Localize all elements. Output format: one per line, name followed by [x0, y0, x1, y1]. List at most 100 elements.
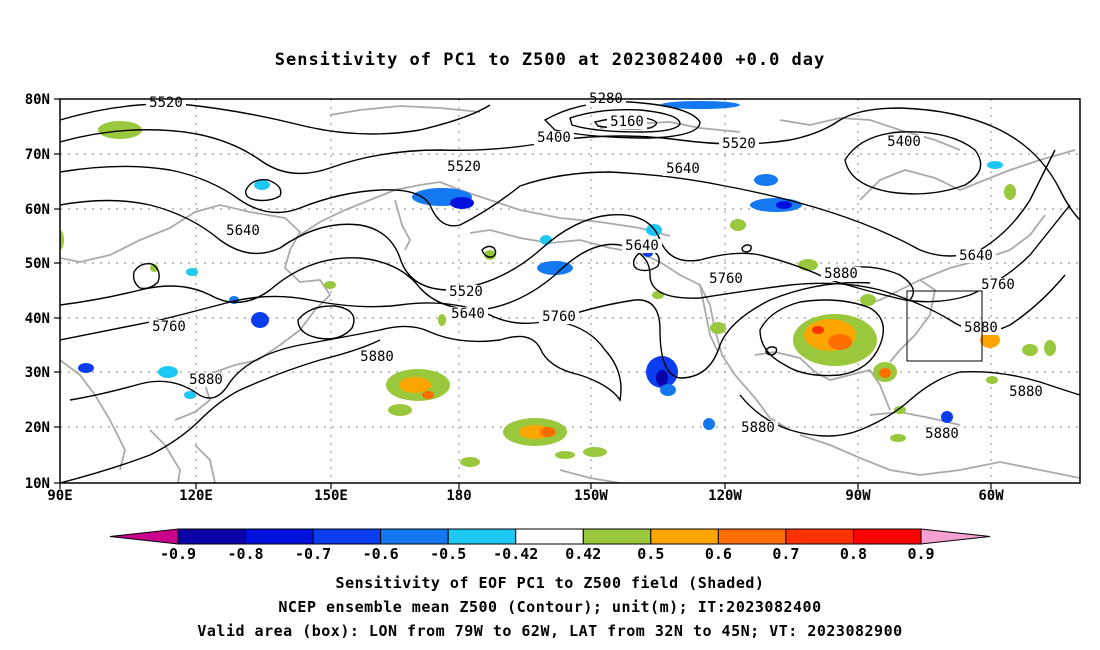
- colorbar-tick-label: 0.9: [907, 545, 934, 563]
- sensitivity-patch: [422, 391, 434, 399]
- contour-label: 5880: [189, 372, 223, 388]
- sensitivity-patch: [987, 161, 1003, 169]
- sensitivity-patch: [78, 363, 94, 373]
- contour-label: 5880: [964, 320, 998, 336]
- contour-label: 5880: [360, 349, 394, 365]
- colorbar-tick-label: -0.6: [363, 545, 399, 563]
- contour-label: 5760: [542, 309, 576, 325]
- contour-label: 5760: [981, 277, 1015, 293]
- colorbar-swatch: [515, 528, 584, 545]
- colorbar-swatch: [717, 528, 787, 545]
- colorbar: -0.9 -0.8 -0.7 -0.6 -0.5 -0.42 0.42 0.5 0.6 0.7 0.…: [109, 528, 991, 563]
- sensitivity-patch: [399, 377, 431, 393]
- contour-label: 5520: [722, 136, 756, 152]
- lat-label: 80N: [25, 92, 50, 108]
- sensitivity-patch: [986, 376, 998, 384]
- colorbar-low-triangle: [109, 528, 179, 545]
- sensitivity-patch: [812, 326, 824, 334]
- sensitivity-patch: [484, 250, 496, 260]
- sensitivity-patch: [98, 121, 142, 139]
- contour-label: 5640: [226, 223, 260, 239]
- sensitivity-patch: [1044, 340, 1056, 356]
- sensitivity-patch: [555, 451, 575, 459]
- colorbar-swatch: [245, 528, 314, 545]
- contour-label: 5160: [610, 114, 644, 130]
- sensitivity-patch: [186, 268, 198, 276]
- sensitivity-patch: [894, 406, 906, 414]
- colorbar-tick-label: -0.8: [227, 545, 263, 563]
- lat-label: 10N: [25, 476, 50, 492]
- sensitivity-patch: [60, 230, 64, 250]
- sensitivity-patch: [540, 235, 552, 245]
- colorbar-tick-label: -0.9: [160, 545, 196, 563]
- sensitivity-patch: [941, 411, 953, 423]
- contour-label: 5640: [451, 306, 485, 322]
- colorbar-tick-label: 0.6: [705, 545, 732, 563]
- lat-label: 20N: [25, 420, 50, 436]
- contour-label: 5400: [887, 134, 921, 150]
- lat-label: 50N: [25, 256, 50, 272]
- sensitivity-patch: [703, 418, 715, 430]
- sensitivity-patch: [254, 180, 270, 190]
- caption-line-2: NCEP ensemble mean Z500 (Contour); unit(…: [278, 598, 822, 616]
- sensitivity-patch: [158, 366, 178, 378]
- sensitivity-patch: [798, 259, 818, 271]
- contour-label: 5760: [709, 271, 743, 287]
- colorbar-tick-label: 0.8: [840, 545, 867, 563]
- lon-label: 60W: [978, 488, 1004, 504]
- lat-label: 30N: [25, 365, 50, 381]
- sensitivity-patch: [1022, 344, 1038, 356]
- sensitivity-patch: [860, 294, 876, 306]
- sensitivity-patch: [150, 264, 158, 272]
- sensitivity-patch: [583, 447, 607, 457]
- sensitivity-patch: [656, 370, 668, 386]
- colorbar-tick-label: 0.7: [772, 545, 799, 563]
- contour-label: 5640: [666, 161, 700, 177]
- colorbar-tick-label: -0.42: [493, 545, 538, 563]
- sensitivity-patch: [460, 457, 480, 467]
- map-title: Sensitivity of PC1 to Z500 at 2023082400…: [274, 50, 826, 70]
- colorbar-swatch: [447, 528, 517, 545]
- sensitivity-patch: [754, 174, 778, 186]
- lon-label: 150E: [314, 488, 348, 504]
- lon-label: 180: [446, 488, 471, 504]
- colorbar-swatch: [380, 528, 449, 545]
- sensitivity-patch: [730, 219, 746, 231]
- sensitivity-patch: [184, 391, 196, 399]
- sensitivity-patch: [660, 101, 740, 109]
- plot-frame: [59, 98, 1081, 484]
- lat-label: 60N: [25, 202, 50, 218]
- colorbar-tick-label: -0.7: [295, 545, 331, 563]
- lat-label: 40N: [25, 311, 50, 327]
- contour-label: 5880: [741, 420, 775, 436]
- sensitivity-patch: [710, 322, 726, 334]
- contour-label: 5520: [447, 159, 481, 175]
- lon-label: 90W: [845, 488, 871, 504]
- sensitivity-patch: [890, 434, 906, 442]
- sensitivity-patch: [450, 197, 474, 209]
- sensitivity-shading: [60, 101, 1056, 467]
- contour-label: 5520: [449, 284, 483, 300]
- contour-label: 5880: [1009, 384, 1043, 400]
- lon-label: 120E: [179, 488, 213, 504]
- sensitivity-patch: [980, 332, 1000, 348]
- lon-label: 90E: [47, 488, 72, 504]
- lon-label: 150W: [574, 488, 608, 504]
- lon-label: 120W: [708, 488, 742, 504]
- sensitivity-patch: [251, 312, 269, 328]
- valid-area-box: [906, 290, 983, 362]
- sensitivity-patch: [438, 314, 446, 326]
- sensitivity-patch: [324, 281, 336, 289]
- colorbar-high-triangle: [920, 528, 991, 545]
- colorbar-tick-label: 0.42: [565, 545, 601, 563]
- sensitivity-patch: [776, 201, 792, 209]
- colorbar-tick-label: -0.5: [430, 545, 466, 563]
- contour-label: 5760: [152, 319, 186, 335]
- sensitivity-patch: [1004, 184, 1016, 200]
- colorbar-swatch: [177, 528, 247, 545]
- colorbar-swatch: [785, 528, 854, 545]
- colorbar-swatch: [312, 528, 382, 545]
